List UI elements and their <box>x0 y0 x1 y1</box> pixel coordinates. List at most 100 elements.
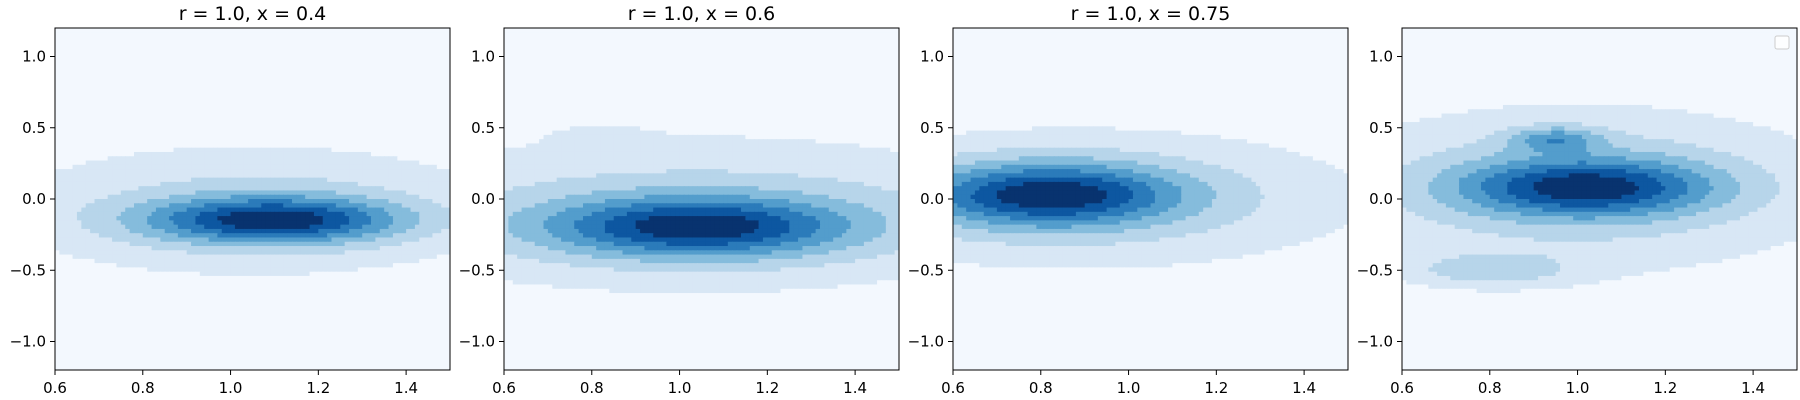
contour-cell <box>379 199 385 204</box>
contour-cell <box>270 139 276 145</box>
contour-cell <box>230 40 236 46</box>
contour-cell <box>169 164 175 170</box>
contour-cell <box>296 109 302 115</box>
contour-cell <box>428 36 434 42</box>
contour-cell <box>406 139 412 145</box>
contour-cell <box>134 199 139 204</box>
contour-cell <box>445 151 450 157</box>
contour-cell <box>129 233 135 239</box>
contour-cell <box>147 49 153 55</box>
contour-cell <box>270 181 276 187</box>
contour-cell <box>81 250 87 256</box>
contour-cell <box>340 92 346 98</box>
contour-cell <box>428 181 434 187</box>
contour-cell <box>248 246 254 251</box>
contour-cell <box>155 169 161 174</box>
contour-cell <box>191 66 197 72</box>
contour-cell <box>397 62 403 68</box>
contour-cell <box>287 36 293 42</box>
contour-cell <box>134 28 139 33</box>
contour-cell <box>397 92 403 98</box>
contour-cell <box>234 207 240 213</box>
contour-cell <box>445 164 450 170</box>
contour-cell <box>138 151 144 157</box>
contour-cell <box>239 207 245 213</box>
contour-cell <box>98 194 104 200</box>
contour-cell <box>164 83 170 89</box>
contour-cell <box>63 156 69 162</box>
contour-cell <box>296 169 302 174</box>
contour-cell <box>414 130 420 136</box>
contour-cell <box>195 237 201 243</box>
contour-cell <box>195 113 201 119</box>
contour-cell <box>379 164 385 170</box>
contour-cell <box>441 258 447 264</box>
contour-cell <box>388 177 394 183</box>
contour-cell <box>353 143 359 149</box>
contour-cell <box>318 258 324 264</box>
contour-cell <box>313 224 319 230</box>
contour-cell <box>441 100 447 106</box>
contour-cell <box>129 190 135 196</box>
contour-cell <box>169 241 175 247</box>
contour-cell <box>322 250 328 256</box>
contour-cell <box>283 207 289 213</box>
contour-cell <box>226 49 232 55</box>
contour-cell <box>305 139 311 145</box>
contour-cell <box>305 211 311 217</box>
contour-cell <box>331 36 337 42</box>
contour-cell <box>55 130 60 136</box>
contour-cell <box>428 57 434 63</box>
contour-cell <box>68 156 74 162</box>
contour-cell <box>213 164 218 170</box>
contour-cell <box>406 147 412 153</box>
contour-cell <box>419 254 425 260</box>
contour-cell <box>120 87 126 93</box>
contour-cell <box>353 100 359 106</box>
contour-cell <box>410 139 416 145</box>
contour-cell <box>85 151 91 157</box>
contour-cell <box>164 32 170 38</box>
contour-cell <box>248 186 254 192</box>
contour-cell <box>371 186 376 192</box>
contour-cell <box>327 233 333 239</box>
contour-cell <box>344 246 350 251</box>
contour-cell <box>296 104 302 110</box>
contour-cell <box>221 151 227 157</box>
contour-cell <box>112 104 118 110</box>
contour-cell <box>76 92 82 98</box>
contour-cell <box>186 49 192 55</box>
contour-cell <box>406 49 412 55</box>
contour-cell <box>322 92 328 98</box>
contour-cell <box>90 117 96 123</box>
contour-cell <box>379 203 385 209</box>
contour-cell <box>335 190 341 196</box>
contour-cell <box>340 117 346 123</box>
contour-cell <box>147 139 153 145</box>
contour-cell <box>379 109 385 115</box>
contour-cell <box>371 57 376 63</box>
contour-cell <box>318 28 324 33</box>
contour-cell <box>252 104 258 110</box>
contour-cell <box>213 45 218 50</box>
contour-cell <box>138 62 144 68</box>
contour-cell <box>248 228 254 234</box>
contour-cell <box>107 28 113 33</box>
contour-cell <box>445 40 450 46</box>
contour-cell <box>274 62 280 68</box>
contour-cell <box>129 92 135 98</box>
contour-cell <box>208 49 214 55</box>
contour-cell <box>55 92 60 98</box>
contour-cell <box>98 134 104 140</box>
contour-cell <box>423 122 429 127</box>
contour-cell <box>441 104 447 110</box>
contour-cell <box>103 211 109 217</box>
contour-cell <box>208 258 214 264</box>
contour-cell <box>292 160 297 166</box>
contour-cell <box>278 143 284 149</box>
contour-cell <box>72 250 78 256</box>
contour-cell <box>410 216 416 221</box>
contour-cell <box>353 190 359 196</box>
contour-cell <box>155 246 161 251</box>
contour-cell <box>270 160 276 166</box>
